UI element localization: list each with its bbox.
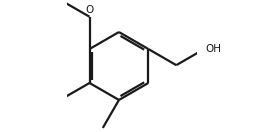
Text: OH: OH [205,44,221,54]
Text: O: O [86,5,94,15]
